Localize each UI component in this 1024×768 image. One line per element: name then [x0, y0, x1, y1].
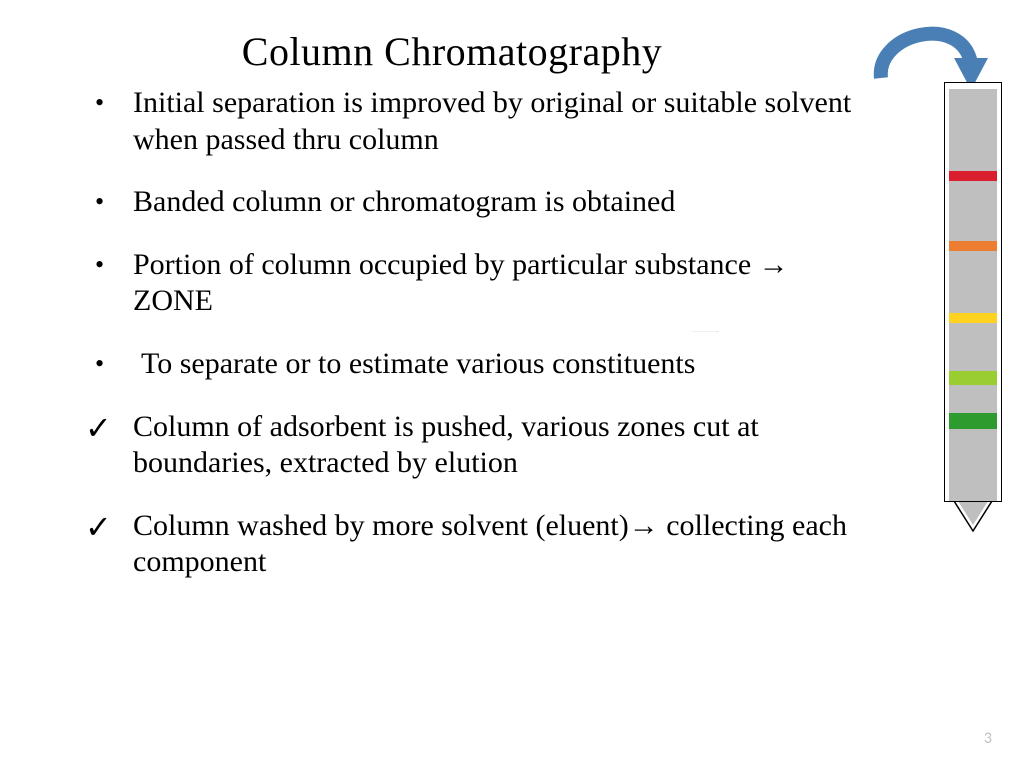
column-band-orange — [949, 241, 997, 251]
bullet-text: To separate or to estimate various const… — [141, 347, 695, 380]
page-number: 3 — [984, 729, 992, 748]
list-item: ✓ Column of adsorbent is pushed, various… — [85, 409, 864, 482]
column-tip-icon — [944, 501, 1002, 537]
column-band-red — [949, 171, 997, 181]
column-band-green — [949, 413, 997, 429]
bullet-list: • Initial separation is improved by orig… — [0, 85, 1024, 581]
column-band-yellow — [949, 313, 997, 323]
list-item: • To separate or to estimate various con… — [85, 346, 864, 383]
list-item: • Initial separation is improved by orig… — [85, 85, 864, 158]
column-packing — [949, 89, 997, 501]
check-icon: ✓ — [85, 508, 112, 547]
bullet-text: Column of adsorbent is pushed, various z… — [133, 410, 759, 480]
bullet-icon: • — [95, 249, 104, 281]
bullet-text: Banded column or chromatogram is obtaine… — [133, 185, 675, 218]
bullet-icon: • — [95, 186, 104, 218]
bullet-icon: • — [95, 348, 104, 380]
bullet-text: Column washed by more solvent (eluent)→ … — [133, 509, 847, 579]
list-item: • Banded column or chromatogram is obtai… — [85, 184, 864, 221]
list-item: • Portion of column occupied by particul… — [85, 247, 864, 320]
bullet-text: Initial separation is improved by origin… — [133, 86, 851, 156]
list-item: ✓ Column washed by more solvent (eluent)… — [85, 508, 864, 581]
check-icon: ✓ — [85, 409, 112, 448]
zone-arrow-icon — [485, 331, 925, 332]
column-band-lime — [949, 371, 997, 385]
column-body — [944, 82, 1002, 502]
bullet-text: Portion of column occupied by particular… — [133, 248, 789, 318]
chromatography-column — [944, 82, 1002, 537]
bullet-icon: • — [95, 87, 104, 119]
